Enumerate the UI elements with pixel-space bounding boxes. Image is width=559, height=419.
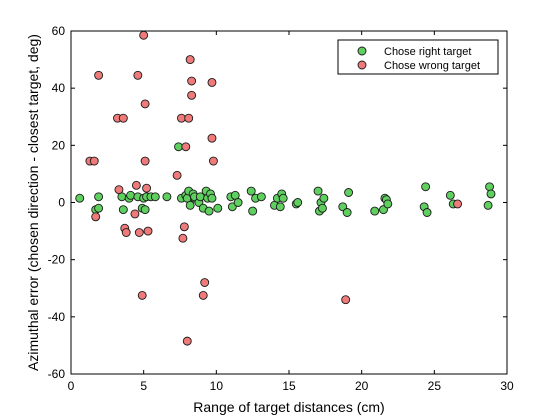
point-wrong-target (185, 55, 195, 65)
y-axis-ticks: -60 -40 -20 0 20 40 60 (48, 24, 507, 381)
legend-marker (357, 46, 367, 56)
point-wrong-target (341, 295, 351, 305)
x-axis-ticks: 0 5 10 15 20 25 30 (68, 31, 514, 393)
point-right-target (342, 208, 352, 217)
y-tick-label: -20 (48, 253, 66, 267)
plot-border (70, 30, 508, 375)
point-right-target (94, 203, 104, 213)
point-wrong-target (118, 113, 128, 123)
point-wrong-target (207, 133, 217, 143)
point-right-target (174, 142, 183, 152)
y-tick-label: 20 (52, 138, 66, 152)
point-wrong-target (187, 76, 197, 86)
point-wrong-target (143, 226, 153, 236)
point-wrong-target (178, 233, 188, 243)
point-right-target (204, 206, 214, 216)
point-wrong-target (142, 183, 152, 193)
point-right-target (75, 193, 85, 203)
legend-label: Chose right target (384, 46, 471, 58)
point-right-target (256, 192, 266, 202)
point-right-target (185, 200, 195, 210)
point-right-target (293, 198, 303, 207)
x-axis-label: Range of target distances (cm) (193, 399, 384, 415)
point-wrong-target (131, 180, 141, 190)
point-right-target (150, 192, 160, 202)
point-wrong-target (181, 142, 191, 152)
point-right-target (213, 203, 223, 213)
y-axis-label: Azimuthal error (chosen direction - clos… (25, 34, 41, 371)
point-wrong-target (182, 336, 192, 346)
point-right-target (421, 182, 431, 192)
point-right-target (319, 193, 329, 203)
y-tick-label: 0 (58, 196, 65, 210)
point-right-target (370, 206, 380, 216)
point-right-target (278, 193, 288, 203)
x-tick-label: 5 (140, 379, 147, 393)
point-wrong-target (208, 156, 218, 166)
point-wrong-target (184, 113, 194, 123)
point-right-target (162, 192, 172, 202)
point-right-target (118, 205, 128, 215)
point-wrong-target (140, 156, 150, 166)
point-wrong-target (89, 156, 99, 166)
point-right-target (207, 193, 217, 203)
x-tick-label: 0 (68, 379, 75, 393)
point-wrong-target (114, 185, 124, 195)
point-right-target (422, 208, 432, 217)
point-wrong-target (177, 113, 186, 123)
point-right-target (275, 202, 285, 212)
point-right-target (486, 189, 496, 199)
point-wrong-target (140, 99, 150, 109)
point-wrong-target (200, 278, 210, 287)
point-right-target (140, 205, 150, 215)
point-wrong-target (137, 290, 147, 300)
point-wrong-target (198, 290, 208, 300)
point-wrong-target (139, 30, 149, 40)
data-markers (75, 30, 496, 346)
point-right-target (313, 186, 323, 196)
point-wrong-target (94, 70, 104, 80)
plot-frame (70, 30, 508, 375)
point-wrong-target (130, 209, 140, 219)
point-right-target (246, 186, 256, 196)
point-wrong-target (172, 170, 182, 180)
point-wrong-target (133, 70, 143, 80)
point-right-target (94, 192, 104, 202)
x-tick-label: 15 (282, 379, 296, 393)
point-wrong-target (179, 222, 189, 232)
point-wrong-target (187, 90, 197, 100)
legend: Chose right target Chose wrong target (337, 39, 499, 75)
legend-marker (357, 60, 367, 70)
x-tick-label: 10 (210, 379, 224, 393)
y-tick-label: -40 (48, 310, 66, 324)
y-tick-label: 60 (52, 24, 66, 38)
point-right-target (445, 190, 455, 200)
point-right-target (383, 199, 393, 209)
x-tick-label: 20 (355, 379, 369, 393)
point-wrong-target (121, 228, 131, 237)
x-tick-label: 30 (500, 379, 514, 393)
point-right-target (248, 206, 258, 216)
y-tick-label: -60 (48, 367, 66, 381)
y-tick-label: 40 (52, 81, 66, 95)
point-right-target (344, 188, 354, 197)
point-right-target (317, 203, 327, 213)
point-wrong-target (207, 77, 217, 87)
point-wrong-target (453, 199, 463, 209)
point-wrong-target (91, 212, 101, 222)
legend-label: Chose wrong target (384, 60, 480, 72)
point-right-target (483, 200, 493, 210)
point-right-target (485, 182, 495, 192)
point-right-target (126, 190, 136, 200)
point-right-target (233, 198, 243, 207)
point-wrong-target (134, 228, 144, 237)
x-tick-label: 25 (428, 379, 442, 393)
